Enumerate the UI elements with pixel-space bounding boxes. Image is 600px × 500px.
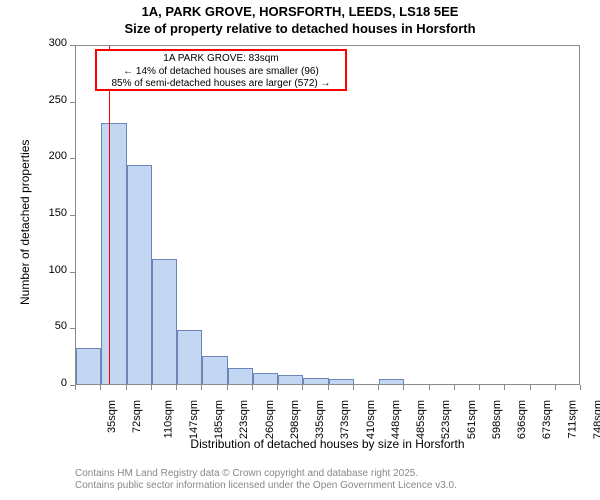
histogram-bar	[278, 375, 303, 384]
annotation-line2: ← 14% of detached houses are smaller (96…	[101, 66, 341, 79]
xaxis-label: Distribution of detached houses by size …	[75, 437, 580, 451]
annotation-line1: 1A PARK GROVE: 83sqm	[101, 53, 341, 66]
xtick-mark	[75, 385, 76, 390]
xtick-label: 147sqm	[188, 400, 200, 439]
xtick-label: 748sqm	[592, 400, 600, 439]
histogram-bar	[202, 356, 227, 384]
footer-line2: Contains public sector information licen…	[75, 480, 457, 492]
histogram-bar	[177, 330, 202, 384]
yaxis-label: Number of detached properties	[18, 140, 32, 305]
ytick-label: 0	[0, 377, 67, 389]
xtick-label: 485sqm	[415, 400, 427, 439]
plot-area	[75, 45, 580, 385]
histogram-bar	[101, 123, 126, 384]
xtick-label: 523sqm	[440, 400, 452, 439]
annotation-box: 1A PARK GROVE: 83sqm← 14% of detached ho…	[95, 49, 347, 91]
xtick-mark	[100, 385, 101, 390]
ytick-mark	[70, 45, 75, 46]
xtick-label: 598sqm	[491, 400, 503, 439]
histogram-bar	[303, 378, 328, 384]
xtick-mark	[530, 385, 531, 390]
xtick-label: 185sqm	[213, 400, 225, 439]
ytick-label: 250	[0, 94, 67, 106]
xtick-mark	[555, 385, 556, 390]
xtick-mark	[580, 385, 581, 390]
xtick-mark	[277, 385, 278, 390]
xtick-mark	[479, 385, 480, 390]
ytick-label: 150	[0, 207, 67, 219]
ytick-label: 50	[0, 320, 67, 332]
xtick-mark	[403, 385, 404, 390]
xtick-label: 110sqm	[162, 400, 174, 438]
xtick-mark	[353, 385, 354, 390]
xtick-mark	[454, 385, 455, 390]
xtick-mark	[201, 385, 202, 390]
histogram-bar	[379, 379, 404, 384]
ytick-mark	[70, 272, 75, 273]
xtick-mark	[252, 385, 253, 390]
xtick-mark	[504, 385, 505, 390]
xtick-mark	[176, 385, 177, 390]
ytick-mark	[70, 158, 75, 159]
xtick-label: 636sqm	[516, 400, 528, 439]
ytick-mark	[70, 215, 75, 216]
ytick-label: 100	[0, 264, 67, 276]
xtick-mark	[378, 385, 379, 390]
xtick-label: 335sqm	[314, 400, 326, 439]
xtick-label: 373sqm	[339, 400, 351, 439]
xtick-mark	[151, 385, 152, 390]
annotation-line3: 85% of semi-detached houses are larger (…	[101, 78, 341, 91]
histogram-bar	[127, 165, 152, 384]
histogram-bar	[253, 373, 278, 384]
chart-title-line1: 1A, PARK GROVE, HORSFORTH, LEEDS, LS18 5…	[0, 4, 600, 19]
xtick-label: 72sqm	[131, 400, 143, 433]
xtick-label: 448sqm	[390, 400, 402, 439]
xtick-mark	[429, 385, 430, 390]
xtick-mark	[126, 385, 127, 390]
ytick-mark	[70, 102, 75, 103]
histogram-bar	[76, 348, 101, 384]
property-marker-line	[109, 46, 110, 384]
ytick-label: 200	[0, 150, 67, 162]
xtick-mark	[302, 385, 303, 390]
xtick-label: 223sqm	[238, 400, 250, 439]
footer-line1: Contains HM Land Registry data © Crown c…	[75, 468, 418, 480]
xtick-label: 298sqm	[289, 400, 301, 439]
histogram-bar	[228, 368, 253, 384]
chart-title-line2: Size of property relative to detached ho…	[0, 21, 600, 36]
xtick-mark	[328, 385, 329, 390]
xtick-label: 260sqm	[264, 400, 276, 439]
histogram-bar	[152, 259, 177, 384]
xtick-label: 35sqm	[106, 400, 118, 433]
xtick-mark	[227, 385, 228, 390]
xtick-label: 410sqm	[365, 400, 377, 439]
xtick-label: 561sqm	[466, 400, 478, 439]
xtick-label: 673sqm	[541, 400, 553, 439]
ytick-mark	[70, 328, 75, 329]
histogram-bar	[329, 379, 354, 384]
ytick-label: 300	[0, 37, 67, 49]
xtick-label: 711sqm	[566, 400, 578, 438]
